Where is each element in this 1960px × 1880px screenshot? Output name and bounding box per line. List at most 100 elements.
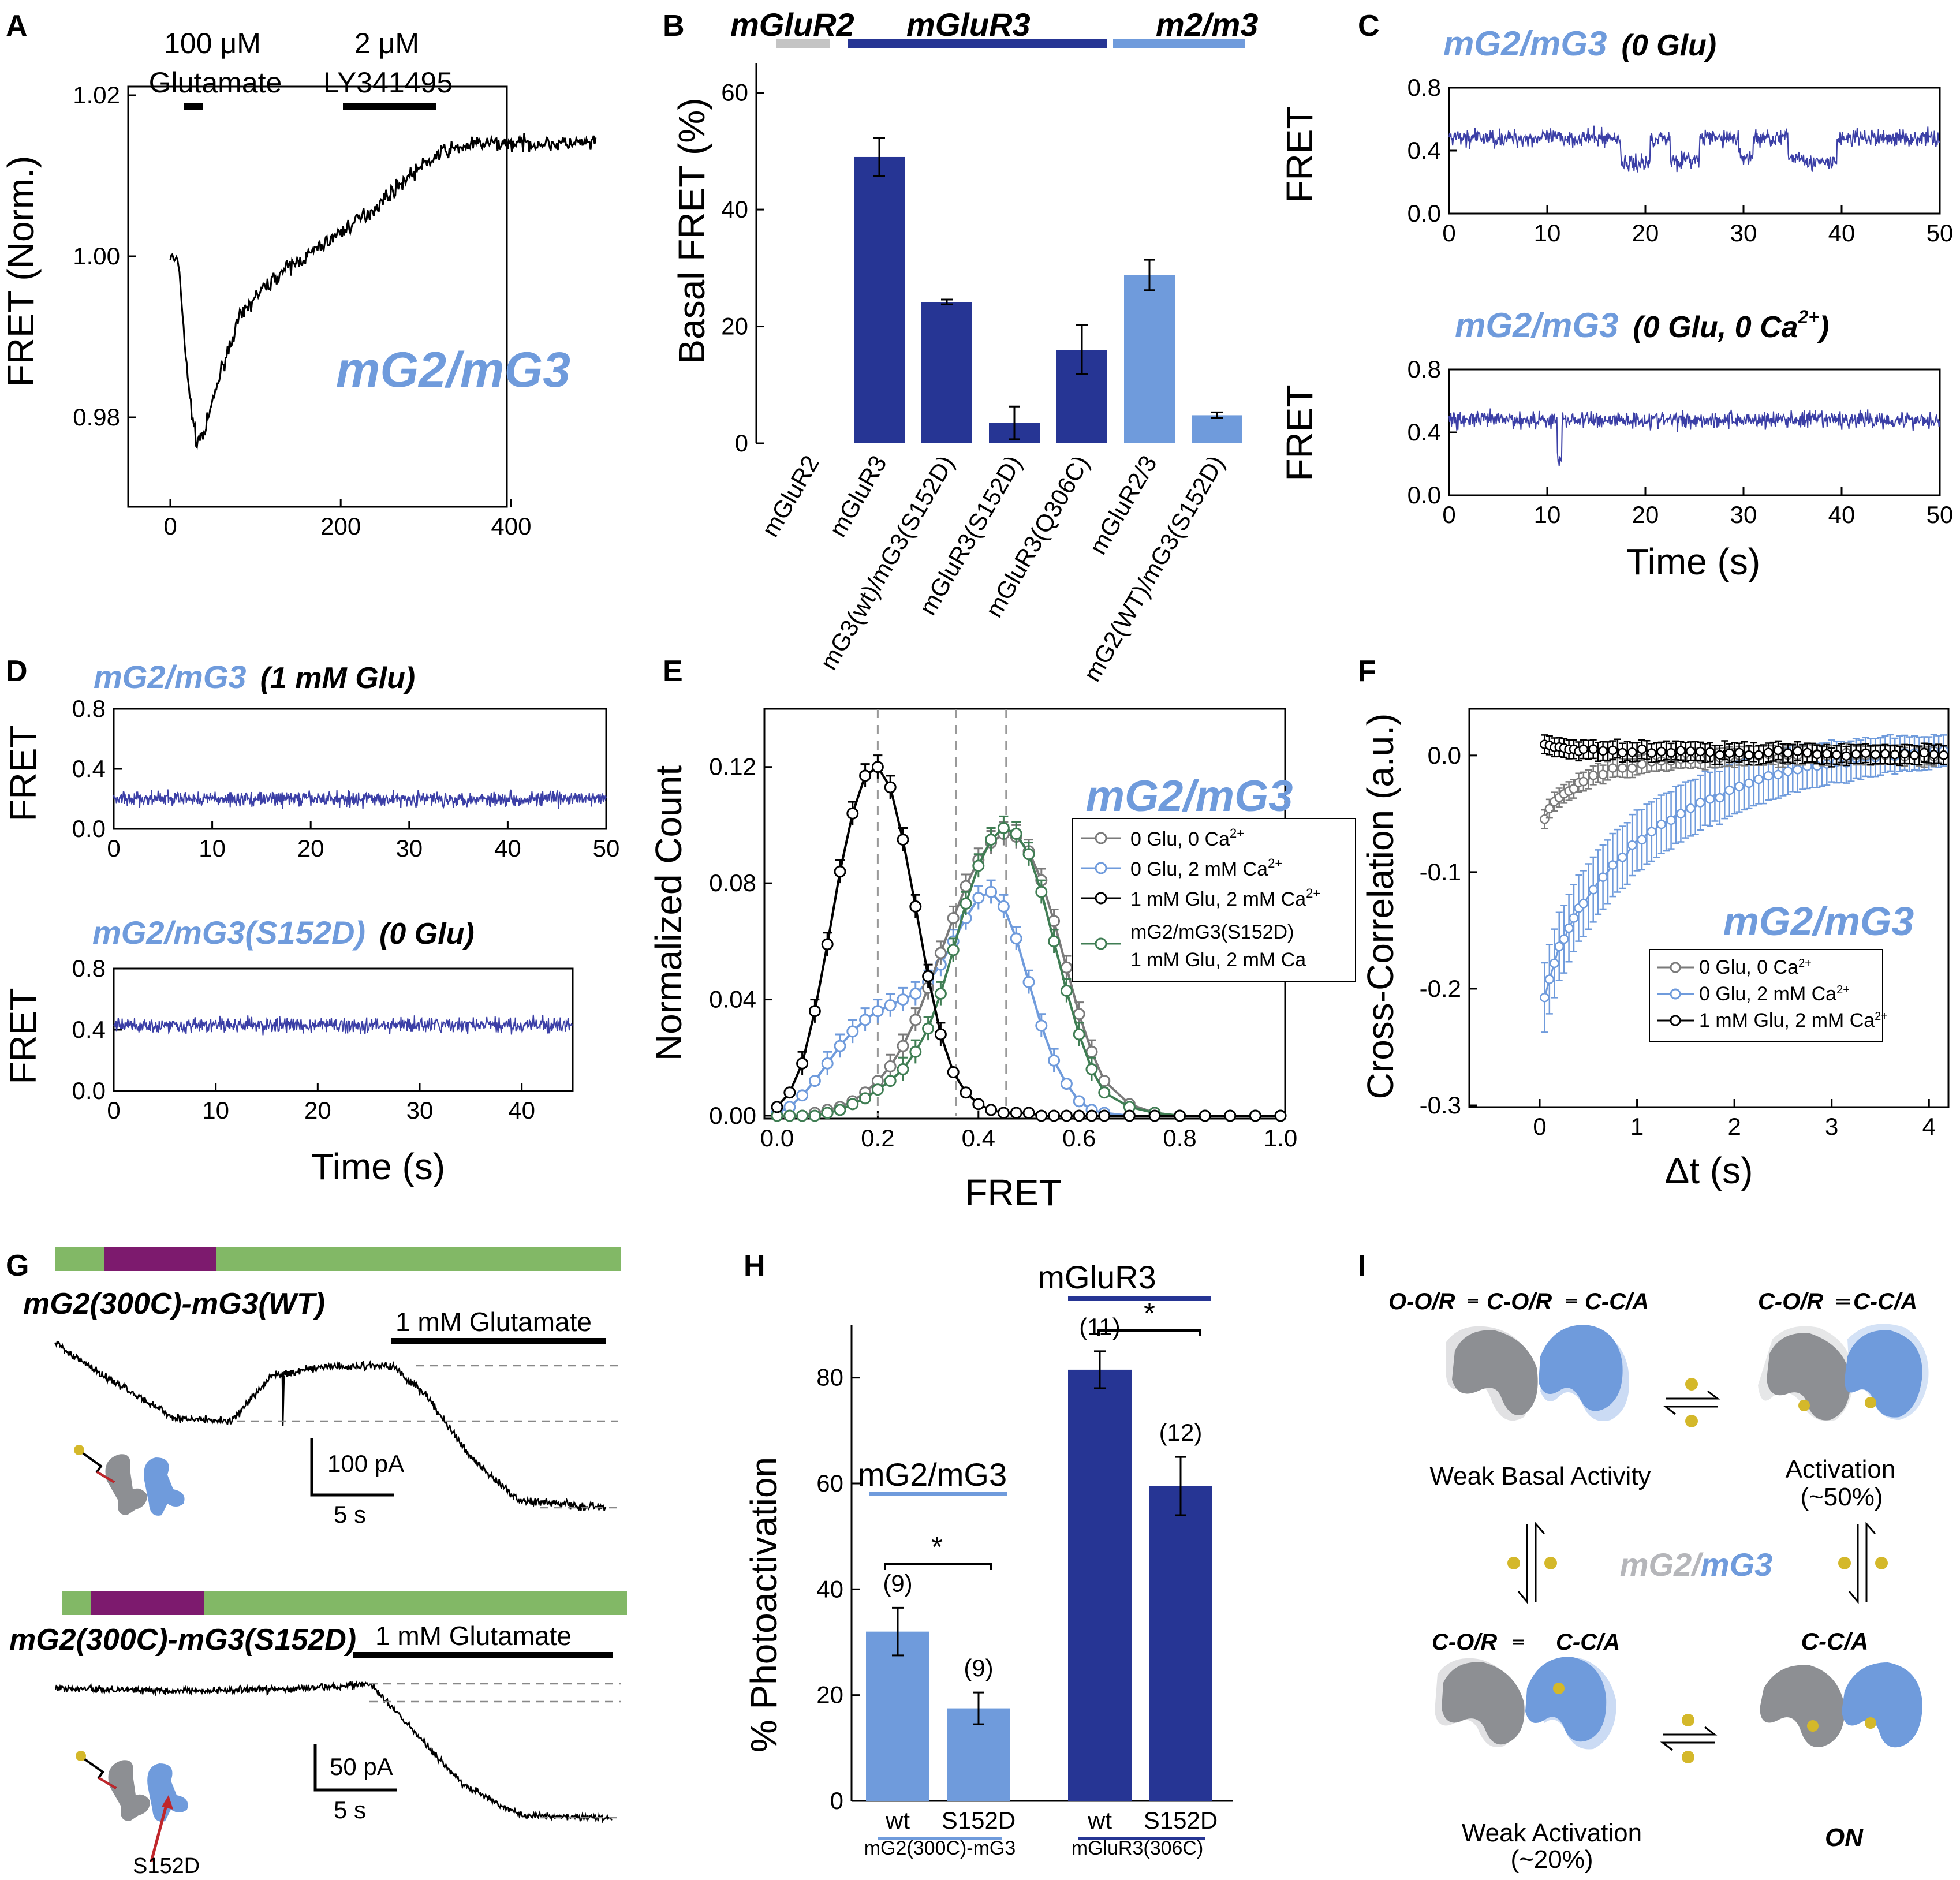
i-caption-2: Activation: [1786, 1455, 1896, 1483]
a-xtick-label-2: 400: [491, 513, 531, 540]
f-point-1-36: [1715, 793, 1725, 803]
h-sig-2: [1097, 1329, 1201, 1336]
f-point-2-38: [1724, 748, 1734, 758]
h-sig-2-bracket: [1097, 1329, 1201, 1336]
e-point-2-6: [846, 807, 859, 820]
b-category-0: mGluR2: [756, 451, 824, 541]
f-legend-marker-0: [1670, 962, 1681, 973]
d2-xtick-label-2: 20: [304, 1097, 331, 1124]
g-label-1: mG2(300C)-mG3(WT): [23, 1287, 325, 1321]
f-point-2-74: [1899, 749, 1910, 759]
e-point-3-18: [997, 821, 1010, 834]
e-axes: 0.00 0.04 0.08 0.12 0.0 0.2 0.4 0.6 0.8 1.0: [709, 753, 1297, 1152]
e-xlabel: FRET: [965, 1172, 1061, 1213]
panel-a-ylabel: FRET (Norm.): [0, 156, 42, 387]
f-point-2-54: [1802, 747, 1812, 758]
d-title-1-cond: (1 mM Glu): [260, 661, 416, 695]
d-trace-1: [113, 789, 607, 809]
stim2-bar: [343, 103, 436, 110]
i-center-label: mG2/mG3: [1620, 1546, 1773, 1583]
a-ytick-label-1: 1.00: [73, 242, 120, 270]
i-arrow-1a: [1468, 1299, 1478, 1303]
h-sig-1-bracket: [884, 1563, 992, 1570]
b-ytick-label-2: 40: [721, 196, 748, 223]
i-caption-2b: (~50%): [1800, 1483, 1883, 1511]
e-point-3-8: [871, 1083, 884, 1096]
e-point-0-23: [1060, 961, 1073, 974]
i-c4-mg3: [1842, 1662, 1922, 1748]
e-point-2-11: [909, 900, 922, 913]
b-bar-mglur2: [776, 39, 830, 48]
f-point-2-78: [1919, 747, 1929, 758]
e-point-2-26: [1098, 1109, 1111, 1122]
e-point-3-13: [934, 988, 947, 1000]
i-glu-dot-1: [1685, 1378, 1698, 1391]
panel-b-bars: mGluR2 mGluR3mG3(wt)/mG3(S152D)mGluR3(S15…: [756, 137, 1242, 686]
f-err-2-45: [1760, 744, 1767, 765]
i-c2-glu-1: [1798, 1400, 1810, 1411]
d2-ytick-label-0: 0.0: [72, 1077, 106, 1104]
i-state-3b: C-C/A: [1556, 1629, 1620, 1655]
a-ytick-label-0: 0.98: [73, 403, 120, 431]
e-point-1-24: [1073, 1095, 1085, 1108]
a-ytick-label-2: 1.02: [73, 81, 120, 109]
f-err-1-11: [1595, 849, 1602, 915]
f-legend-0: 0 Glu, 0 Ca2+: [1699, 956, 1812, 978]
d1-ytick-label-0: 0.0: [72, 815, 106, 842]
i-c2-mg2: [1767, 1333, 1851, 1421]
h-ylabel: % Photoactivation: [743, 1457, 785, 1752]
e-ytick-label-0: 0.00: [709, 1102, 756, 1129]
d2-xtick-label-3: 30: [406, 1097, 434, 1124]
b-header-m2m3: m2/m3: [1156, 6, 1258, 43]
b-bar-6: [1192, 415, 1242, 443]
i-caption-1: Weak Basal Activity: [1429, 1462, 1651, 1490]
f-err-0-13: [1604, 760, 1611, 781]
e-point-2-1: [783, 1086, 796, 1099]
f-ytick-label-3: 0.0: [1428, 742, 1461, 769]
e-point-2-14: [947, 1066, 960, 1078]
f-xlabel: Δt (s): [1665, 1150, 1753, 1191]
b-ytick-label-3: 60: [721, 79, 748, 106]
f-point-2-30: [1686, 746, 1696, 756]
f-point-2-36: [1715, 750, 1725, 760]
e-point-2-16: [972, 1098, 985, 1111]
e-point-2-5: [834, 865, 846, 878]
d-title-2-label: mG2/mG3(S152D): [92, 914, 365, 951]
h-sig-1: [884, 1563, 992, 1570]
f-point-2-34: [1705, 747, 1715, 757]
i-arrow-2: [1836, 1299, 1850, 1305]
e-xtick-label-4: 0.8: [1163, 1124, 1196, 1152]
f-point-1-48: [1773, 769, 1783, 780]
e-point-1-16: [972, 891, 985, 904]
f-point-2-62: [1841, 751, 1851, 761]
e-ytick-label-3: 0.12: [709, 753, 756, 780]
e-legend-marks: [1081, 832, 1121, 950]
f-legend-1-text: 0 Glu, 2 mM Ca: [1699, 983, 1836, 1005]
f-point-2-76: [1909, 750, 1920, 760]
e-point-3-9: [884, 1075, 897, 1087]
c-frame-2: [1448, 368, 1941, 496]
g-cartoon-2-ligand: [76, 1751, 86, 1761]
e-point-2-27: [1123, 1109, 1136, 1122]
f-label: mG2/mG3: [1723, 899, 1914, 944]
c-title-2-label: mG2/mG3: [1455, 306, 1618, 345]
e-xtick-label-0: 0.0: [760, 1124, 794, 1152]
i-c3-mg3: [1525, 1657, 1607, 1742]
e-point-2-33: [1274, 1109, 1287, 1122]
f-point-2-52: [1793, 746, 1802, 756]
e-point-0-25: [1085, 1045, 1098, 1058]
panel-letter-a: A: [6, 9, 28, 43]
f-err-2-41: [1741, 741, 1748, 761]
e-point-1-6: [846, 1025, 859, 1038]
e-point-3-21: [1035, 885, 1048, 898]
d2-ytick-label-1: 0.4: [72, 1016, 106, 1043]
f-point-2-22: [1647, 748, 1657, 758]
f-err-1-17: [1623, 822, 1631, 885]
g-cartoon-2-mg3: [147, 1763, 188, 1822]
h-n-0: (9): [883, 1569, 912, 1597]
h-errbar-0: [892, 1606, 904, 1657]
f-legend-marker-2: [1670, 1015, 1681, 1026]
h-errbar-2: [1094, 1350, 1106, 1389]
i-c4-glu-2: [1865, 1717, 1876, 1729]
